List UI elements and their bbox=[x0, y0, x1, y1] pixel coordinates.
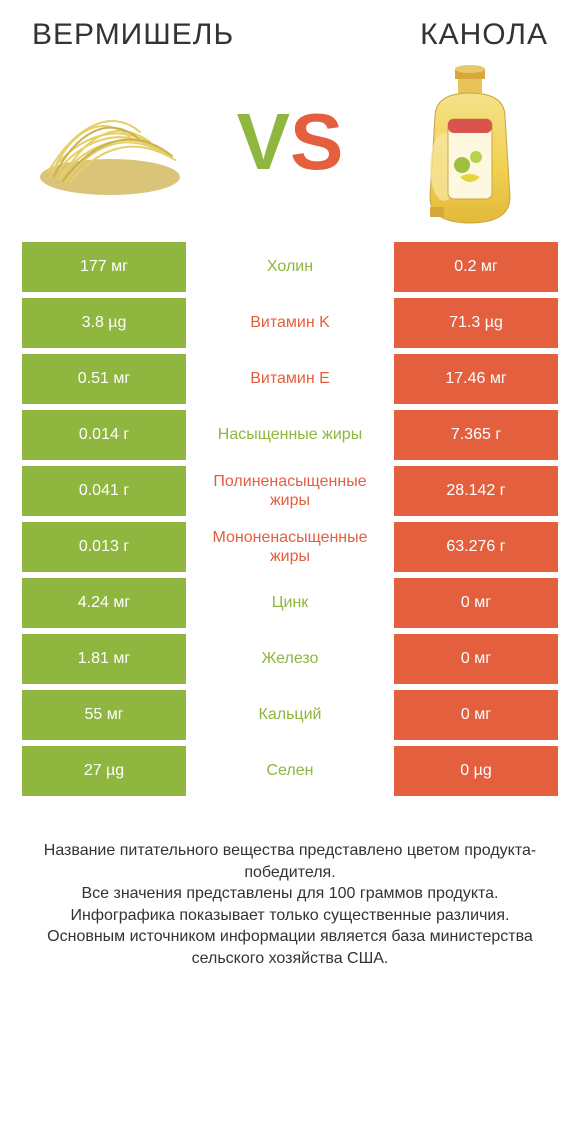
nutrient-label: Холин bbox=[186, 242, 394, 292]
left-value: 27 µg bbox=[22, 746, 186, 796]
table-row: 0.51 мгВитамин E17.46 мг bbox=[22, 354, 558, 404]
right-value: 7.365 г bbox=[394, 410, 558, 460]
left-value: 3.8 µg bbox=[22, 298, 186, 348]
right-value: 28.142 г bbox=[394, 466, 558, 516]
table-row: 177 мгХолин0.2 мг bbox=[22, 242, 558, 292]
footnote-text: Название питательного вещества представл… bbox=[22, 840, 558, 970]
titles-row: ВЕРМИШЕЛЬ КАНОЛА bbox=[22, 18, 558, 52]
table-row: 4.24 мгЦинк0 мг bbox=[22, 578, 558, 628]
nutrient-label: Витамин K bbox=[186, 298, 394, 348]
left-value: 1.81 мг bbox=[22, 634, 186, 684]
vs-v: V bbox=[237, 97, 290, 186]
right-value: 0 µg bbox=[394, 746, 558, 796]
right-value: 0 мг bbox=[394, 690, 558, 740]
right-value: 63.276 г bbox=[394, 522, 558, 572]
right-value: 0 мг bbox=[394, 578, 558, 628]
comparison-table: 177 мгХолин0.2 мг 3.8 µgВитамин K71.3 µg 0… bbox=[22, 242, 558, 796]
hero-row: VS bbox=[22, 72, 558, 212]
left-value: 0.51 мг bbox=[22, 354, 186, 404]
canola-bottle-image bbox=[390, 72, 550, 212]
left-title: ВЕРМИШЕЛЬ bbox=[32, 18, 234, 52]
vermicelli-image bbox=[30, 72, 190, 212]
right-value: 17.46 мг bbox=[394, 354, 558, 404]
table-row: 0.014 гНасыщенные жиры7.365 г bbox=[22, 410, 558, 460]
left-value: 4.24 мг bbox=[22, 578, 186, 628]
table-row: 27 µgСелен0 µg bbox=[22, 746, 558, 796]
right-title: КАНОЛА bbox=[420, 18, 548, 52]
table-row: 55 мгКальций0 мг bbox=[22, 690, 558, 740]
left-value: 0.013 г bbox=[22, 522, 186, 572]
nutrient-label: Насыщенные жиры bbox=[186, 410, 394, 460]
nutrient-label: Витамин E bbox=[186, 354, 394, 404]
left-value: 55 мг bbox=[22, 690, 186, 740]
nutrient-label: Цинк bbox=[186, 578, 394, 628]
right-value: 0.2 мг bbox=[394, 242, 558, 292]
vs-s: S bbox=[290, 97, 343, 186]
nutrient-label: Селен bbox=[186, 746, 394, 796]
vs-label: VS bbox=[237, 102, 344, 182]
table-row: 3.8 µgВитамин K71.3 µg bbox=[22, 298, 558, 348]
table-row: 0.013 гМононенасыщенные жиры63.276 г bbox=[22, 522, 558, 572]
right-value: 0 мг bbox=[394, 634, 558, 684]
left-value: 177 мг bbox=[22, 242, 186, 292]
nutrient-label: Полиненасыщенные жиры bbox=[186, 466, 394, 516]
left-value: 0.041 г bbox=[22, 466, 186, 516]
nutrient-label: Кальций bbox=[186, 690, 394, 740]
right-value: 71.3 µg bbox=[394, 298, 558, 348]
table-row: 0.041 гПолиненасыщенные жиры28.142 г bbox=[22, 466, 558, 516]
nutrient-label: Железо bbox=[186, 634, 394, 684]
left-value: 0.014 г bbox=[22, 410, 186, 460]
table-row: 1.81 мгЖелезо0 мг bbox=[22, 634, 558, 684]
nutrient-label: Мононенасыщенные жиры bbox=[186, 522, 394, 572]
